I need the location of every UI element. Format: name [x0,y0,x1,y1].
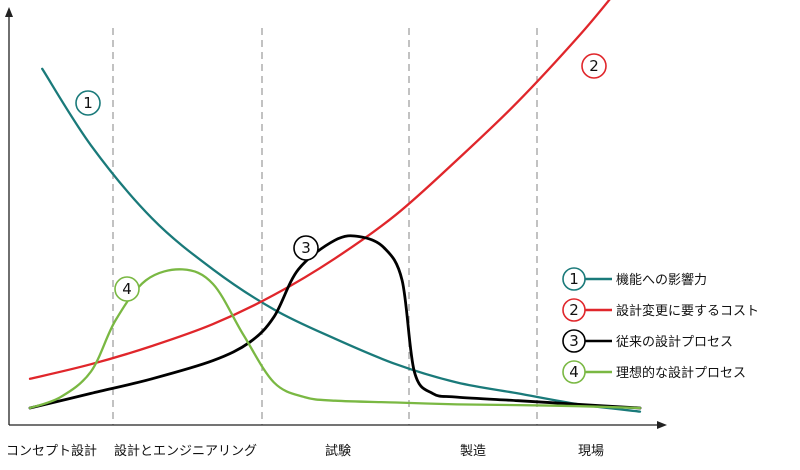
marker-circle [75,90,101,116]
curve-markers: 1 2 3 4 [75,53,607,302]
legend-label: 従来の設計プロセス [616,334,733,350]
legend-marker-number: 1 [569,270,579,288]
marker-number: 4 [122,280,132,298]
marker-number: 2 [589,57,599,75]
marker-circle [293,235,319,261]
legend-item-ideal: 4 理想的な設計プロセス [562,360,746,384]
legend-marker-number: 2 [569,301,579,319]
phase-labels: コンセプト設計 設計とエンジニアリング 試験 製造 現場 [6,443,604,459]
phase-label-test: 試験 [325,443,351,459]
y-axis-arrow [5,7,13,17]
legend-marker-number: 3 [569,332,579,350]
series-line-cost [28,0,611,380]
phase-label-concept: コンセプト設計 [6,443,97,459]
series-line-ideal [28,268,642,410]
curve-marker-cost: 2 [581,53,607,79]
legend-label: 設計変更に要するコスト [616,303,759,319]
axes [5,7,667,429]
legend-label: 理想的な設計プロセス [616,365,746,381]
series-line-influence [41,67,642,413]
legend-marker-number: 4 [569,363,579,381]
marker-circle [581,53,607,79]
series-line-conventional [28,234,642,410]
marker-number: 1 [83,94,93,112]
legend-item-cost: 2 設計変更に要するコスト [562,298,759,322]
curve-marker-conventional: 3 [293,235,319,261]
series-lines [28,0,642,413]
phase-label-design-engineering: 設計とエンジニアリング [114,443,257,459]
phase-dividers [112,28,538,425]
phase-label-manufacturing: 製造 [460,444,486,459]
legend-label: 機能への影響力 [616,272,707,288]
legend-item-conventional: 3 従来の設計プロセス [562,329,733,353]
curve-marker-influence: 1 [75,90,101,116]
curve-marker-ideal: 4 [114,276,140,302]
phase-label-field: 現場 [578,444,604,459]
marker-circle [114,276,140,302]
legend: 1 機能への影響力 2 設計変更に要するコスト 3 従来の設計プロセス 4 理想的な設計プロセ… [562,267,759,384]
marker-number: 3 [301,239,311,257]
legend-item-influence: 1 機能への影響力 [562,267,707,291]
x-axis-arrow [657,421,667,429]
